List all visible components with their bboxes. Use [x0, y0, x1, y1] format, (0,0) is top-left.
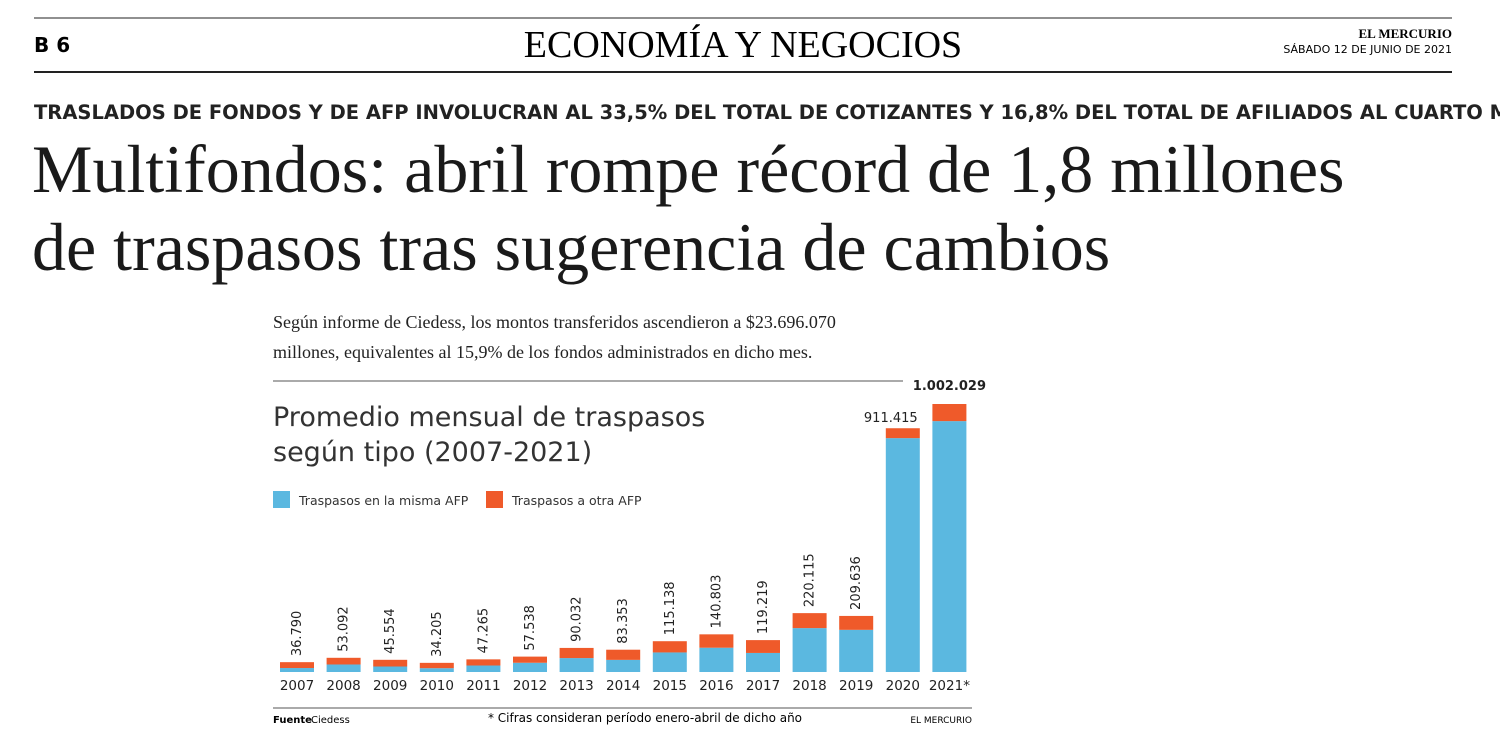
bar-segment	[280, 668, 314, 672]
summary: millones, equivalentes al 15,9% de los f…	[273, 342, 812, 362]
total-label: 36.790	[290, 611, 305, 657]
bar-segment	[746, 640, 780, 653]
total-label: 83.353	[616, 598, 631, 644]
legend-label: Traspasos en la misma AFP	[298, 493, 469, 508]
bar-segment	[652, 641, 687, 653]
bar-segment	[792, 628, 827, 672]
bar-segment	[932, 404, 967, 422]
bar-segment	[559, 647, 594, 659]
bar-segment	[466, 665, 501, 672]
legend-swatch	[486, 491, 503, 508]
x-tick-label: 2014	[606, 678, 640, 694]
total-label: 45.554	[383, 608, 398, 654]
chart-title: según tipo (2007-2021)	[273, 437, 592, 468]
source-label: Fuente	[273, 715, 312, 726]
bar-segment	[652, 652, 687, 672]
x-tick-label: 2017	[746, 678, 780, 694]
x-tick-label: 2015	[653, 678, 687, 694]
bar-segment	[839, 629, 874, 672]
bar-segment	[373, 659, 408, 667]
legend-swatch	[273, 491, 290, 508]
bar-segment	[885, 438, 920, 672]
x-tick-label: 2018	[792, 678, 826, 694]
bar-segment	[466, 659, 501, 666]
bar-segment	[513, 662, 547, 672]
source: Ciedess	[311, 715, 350, 726]
bar-segment	[513, 656, 547, 663]
kicker: TRASLADOS DE FONDOS Y DE AFP INVOLUCRAN …	[34, 101, 1500, 124]
bar-segment	[419, 668, 454, 672]
total-label: 34.205	[430, 611, 445, 657]
bar-segment	[606, 659, 641, 672]
total-label: 140.803	[709, 575, 724, 629]
bar-segment	[699, 634, 734, 648]
bar-segment	[932, 421, 967, 672]
credit: EL MERCURIO	[910, 716, 972, 726]
x-tick-label: 2007	[280, 678, 314, 694]
total-label: 911.415	[864, 411, 918, 426]
legend-label: Traspasos a otra AFP	[511, 493, 642, 508]
x-tick-label: 2021*	[929, 678, 970, 694]
bar-segment	[280, 662, 314, 669]
chart-title: Promedio mensual de traspasos	[273, 402, 705, 433]
note: * Cifras consideran período enero-abril …	[488, 711, 802, 725]
x-tick-label: 2016	[699, 678, 733, 694]
bar-segment	[606, 649, 641, 660]
total-label: 119.219	[756, 580, 771, 634]
summary: Según informe de Ciedess, los montos tra…	[273, 312, 836, 332]
bar-segment	[839, 615, 874, 630]
bar-segment	[373, 666, 408, 672]
bar-segment	[559, 658, 594, 672]
total-label: 209.636	[849, 556, 864, 610]
bar-segment	[699, 647, 734, 672]
bar-segment	[746, 652, 780, 672]
date: SÁBADO 12 DE JUNIO DE 2021	[1283, 43, 1452, 56]
x-tick-label: 2013	[559, 678, 593, 694]
total-label: 220.115	[803, 553, 818, 607]
total-label: 1.002.029	[913, 379, 986, 394]
x-tick-label: 2012	[513, 678, 547, 694]
x-tick-label: 2011	[466, 678, 500, 694]
total-label: 57.538	[523, 605, 538, 651]
total-label: 53.092	[337, 606, 352, 652]
headline: Multifondos: abril rompe récord de 1,8 m…	[32, 131, 1345, 207]
bar-segment	[885, 428, 920, 439]
total-label: 47.265	[476, 608, 491, 654]
total-label: 90.032	[570, 596, 585, 642]
x-tick-label: 2008	[326, 678, 360, 694]
paper: EL MERCURIO	[1358, 26, 1452, 41]
bar-segment	[326, 664, 361, 672]
bar-segment	[419, 662, 454, 669]
section: ECONOMÍA Y NEGOCIOS	[524, 24, 962, 66]
page-number: B 6	[34, 33, 70, 57]
x-tick-label: 2009	[373, 678, 407, 694]
bar-segment	[792, 613, 827, 629]
total-label: 115.138	[663, 581, 678, 635]
x-tick-label: 2019	[839, 678, 873, 694]
bar-segment	[326, 657, 361, 665]
headline: de traspasos tras sugerencia de cambios	[32, 209, 1110, 285]
x-tick-label: 2010	[420, 678, 454, 694]
x-tick-label: 2020	[886, 678, 920, 694]
